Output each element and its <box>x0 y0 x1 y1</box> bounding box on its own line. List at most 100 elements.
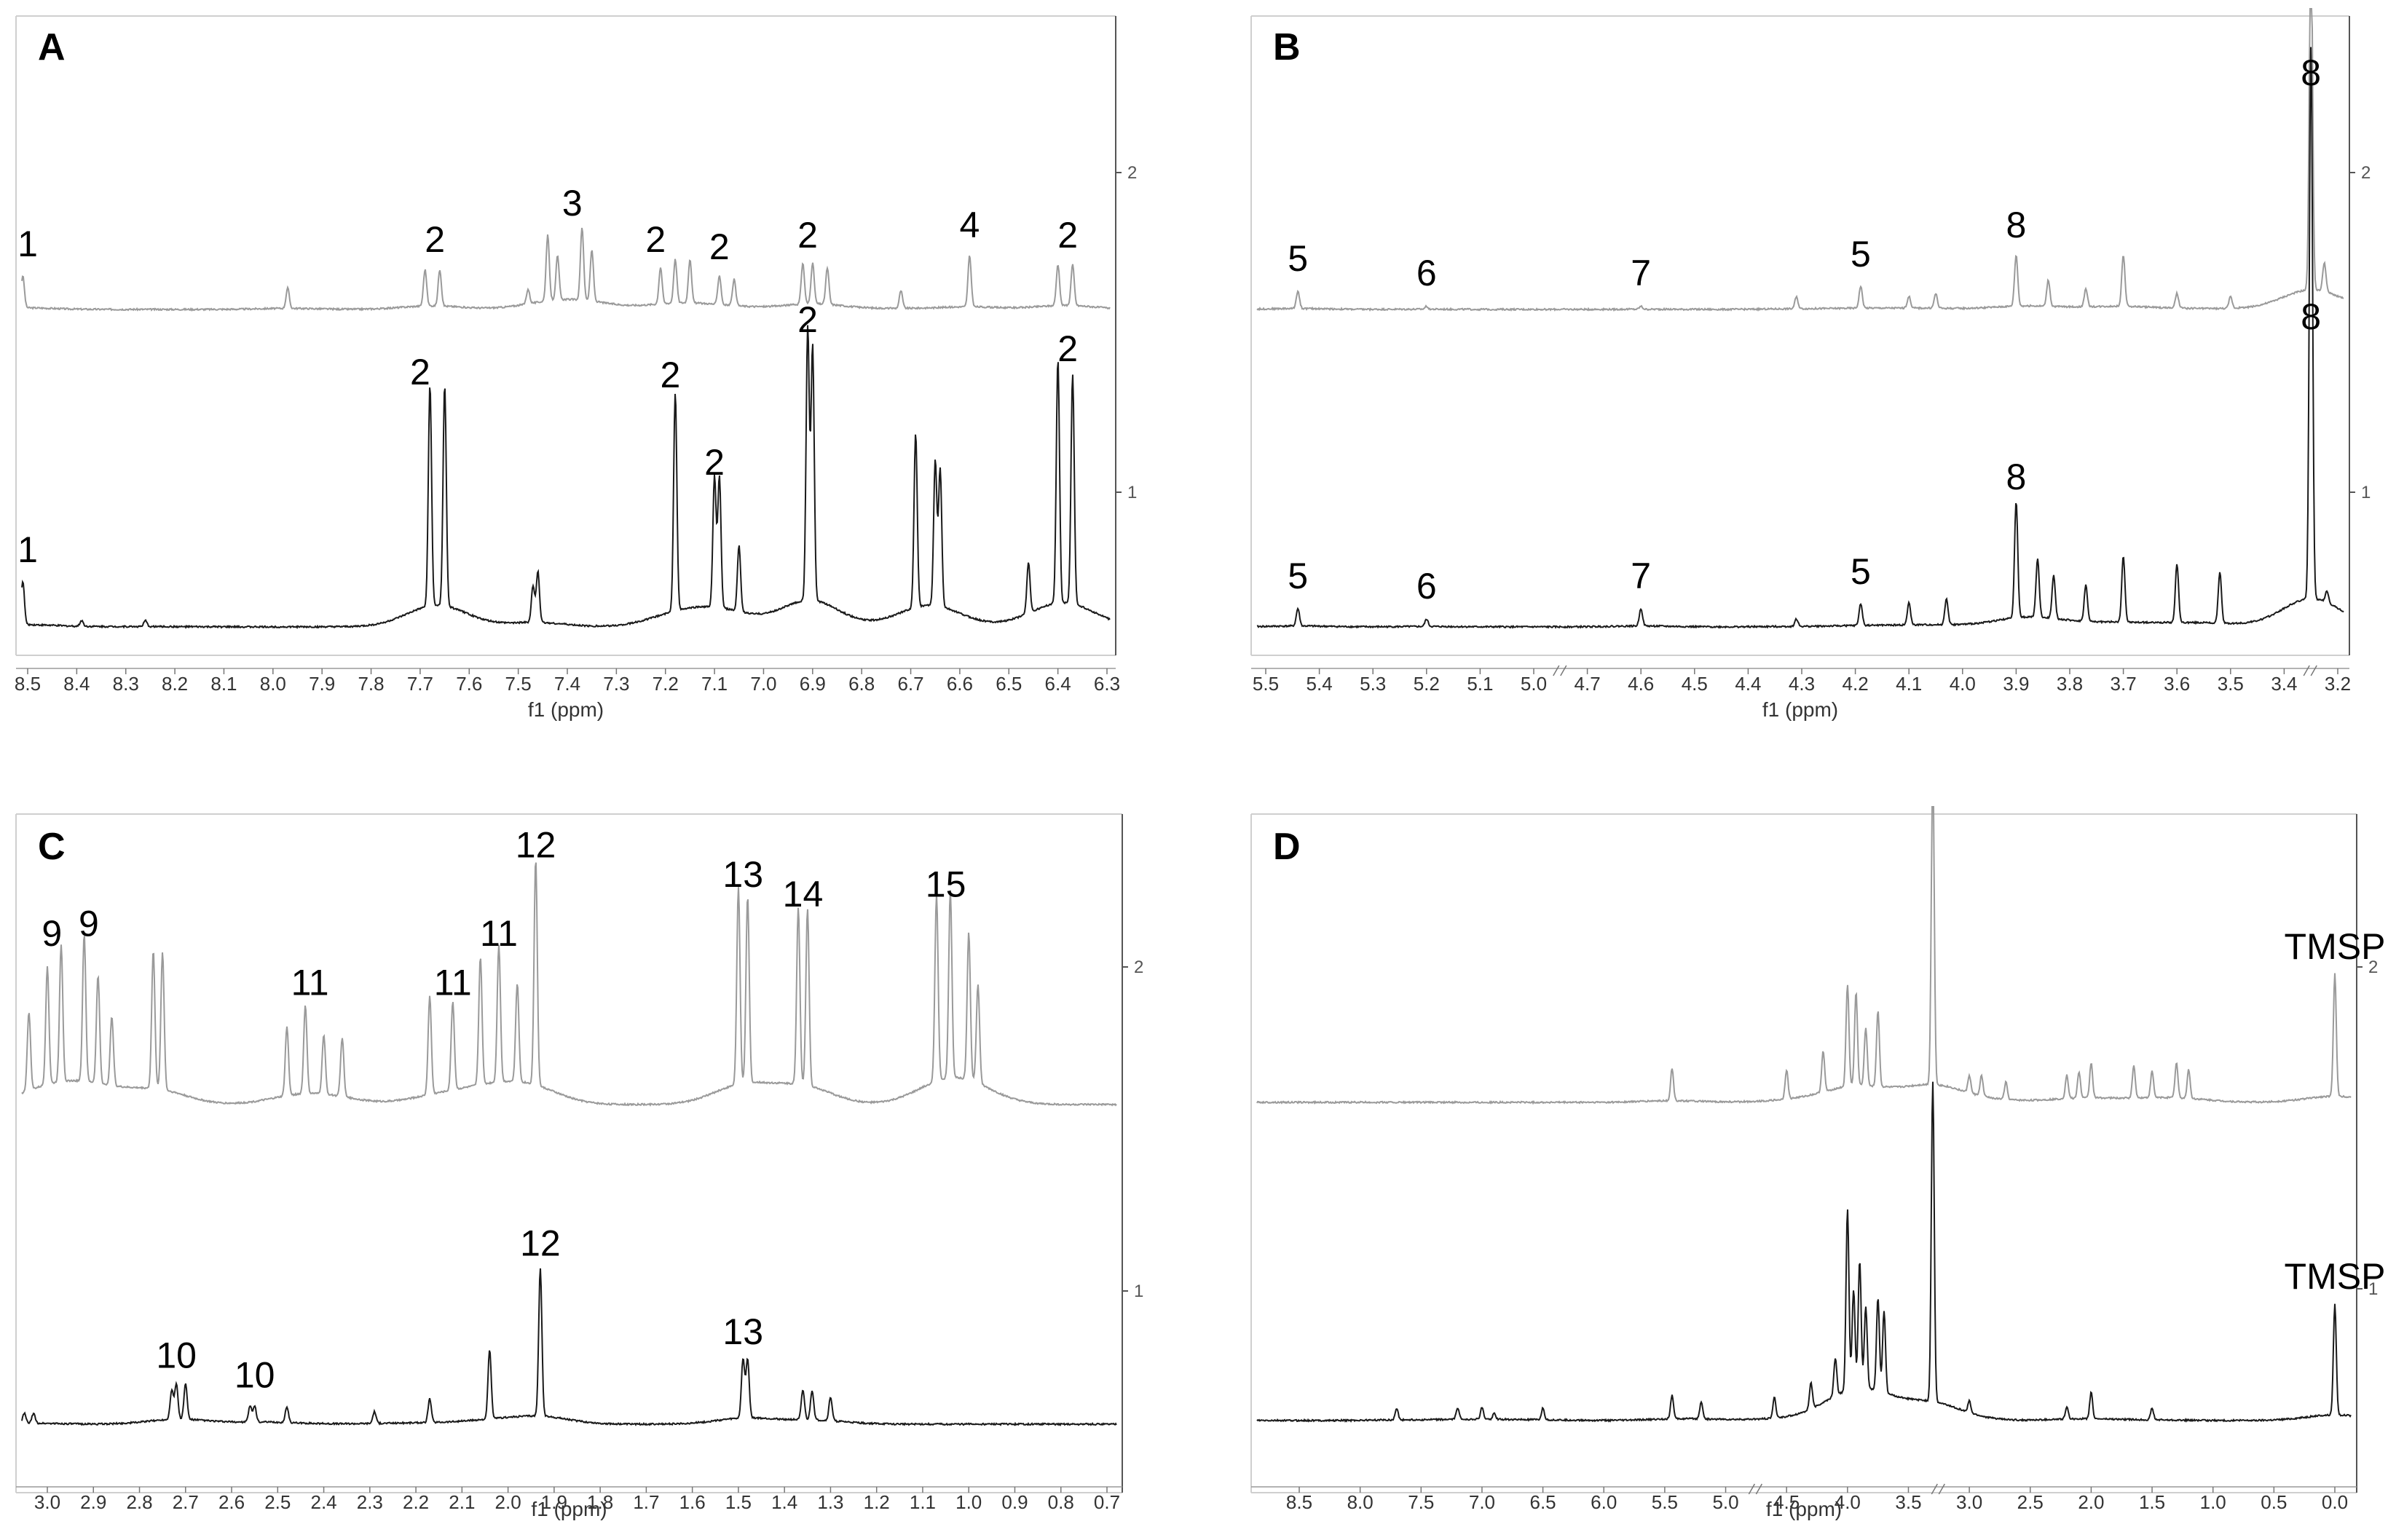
x-tick-label: 5.5 <box>1253 673 1279 695</box>
peak-label: 5 <box>1288 238 1308 279</box>
right-axis-tick-label: 1 <box>1127 483 1137 502</box>
peak-label: 10 <box>156 1335 197 1375</box>
x-tick-label: 4.0 <box>1950 673 1976 695</box>
x-tick-label: 6.5 <box>1530 1491 1556 1513</box>
peak-label: 8 <box>2301 296 2321 337</box>
spectrum-trace-lower <box>21 1268 1117 1427</box>
peak-label: 14 <box>783 874 824 915</box>
x-tick-label: 7.1 <box>701 673 728 695</box>
x-tick-label: 0.5 <box>2261 1491 2287 1513</box>
x-tick-label: 8.0 <box>260 673 286 695</box>
spectrum-trace-lower <box>21 325 1111 629</box>
x-axis-title: f1 (ppm) <box>528 698 604 721</box>
peak-label: 7 <box>1631 556 1651 596</box>
peak-label: 11 <box>291 963 329 1003</box>
x-tick-label: 7.7 <box>407 673 433 695</box>
peak-label: 6 <box>1416 253 1437 293</box>
x-tick-label: 5.2 <box>1414 673 1440 695</box>
x-tick-label: 2.0 <box>2078 1491 2104 1513</box>
x-tick-label: 4.6 <box>1628 673 1654 695</box>
peak-label: 1 <box>17 224 38 264</box>
x-tick-label: 6.3 <box>1094 673 1120 695</box>
x-tick-label: 3.8 <box>2057 673 2083 695</box>
x-tick-label: 8.0 <box>1347 1491 1374 1513</box>
x-tick-label: 7.2 <box>653 673 679 695</box>
peak-label: 5 <box>1851 234 1871 275</box>
x-tick-label: 3.2 <box>2325 673 2351 695</box>
x-tick-label: 8.4 <box>63 673 90 695</box>
x-tick-label: 4.7 <box>1575 673 1601 695</box>
peak-label: 2 <box>1057 215 1078 256</box>
peak-label: TMSP <box>2285 1256 2386 1297</box>
x-tick-label: 3.0 <box>34 1491 60 1513</box>
peak-label: 2 <box>709 226 730 267</box>
x-tick-label: 7.3 <box>603 673 629 695</box>
x-tick-label: 2.4 <box>310 1491 336 1513</box>
peak-label: 2 <box>425 219 445 260</box>
peak-label: 2 <box>797 215 818 256</box>
x-tick-label: 5.4 <box>1307 673 1333 695</box>
x-tick-label: 6.9 <box>800 673 826 695</box>
x-tick-label: 4.5 <box>1682 673 1708 695</box>
x-tick-label: 6.6 <box>947 673 973 695</box>
x-tick-label: 4.5 <box>1773 1491 1800 1513</box>
peak-label: 7 <box>1631 253 1651 293</box>
right-axis-tick-label: 1 <box>2368 1279 2378 1299</box>
x-tick-label: 1.6 <box>679 1491 706 1513</box>
axis-break <box>2303 665 2317 676</box>
x-tick-label: 7.0 <box>1469 1491 1495 1513</box>
axis-break <box>1553 665 1567 676</box>
x-tick-label: 2.3 <box>357 1491 383 1513</box>
x-tick-label: 6.7 <box>897 673 923 695</box>
x-axis-title: f1 (ppm) <box>1766 1498 1842 1520</box>
peak-label: 9 <box>79 904 99 944</box>
peak-label: 5 <box>1288 556 1308 596</box>
peak-label: 4 <box>959 205 980 245</box>
right-axis-tick-label: 2 <box>1134 957 1143 977</box>
x-tick-label: 1.2 <box>864 1491 890 1513</box>
x-tick-label: 2.8 <box>126 1491 152 1513</box>
peak-label: 8 <box>2006 205 2026 245</box>
x-tick-label: 2.2 <box>403 1491 429 1513</box>
x-tick-label: 8.1 <box>210 673 237 695</box>
right-axis-tick-label: 1 <box>2361 483 2371 502</box>
peak-label: 13 <box>722 854 763 895</box>
x-tick-label: 2.7 <box>173 1491 199 1513</box>
x-tick-label: 5.5 <box>1652 1491 1678 1513</box>
x-tick-label: 2.5 <box>2017 1491 2044 1513</box>
x-tick-label: 7.5 <box>505 673 532 695</box>
peak-label: TMSP <box>2285 926 2386 967</box>
spectrum-trace-lower <box>1256 47 2344 629</box>
peak-label: 2 <box>1057 328 1078 369</box>
x-tick-label: 2.0 <box>495 1491 521 1513</box>
x-tick-label: 4.3 <box>1789 673 1815 695</box>
panel-letter: B <box>1273 26 1301 68</box>
peak-label: 9 <box>42 913 62 954</box>
x-tick-label: 2.9 <box>80 1491 106 1513</box>
spectrum-trace-lower <box>1256 1081 2352 1423</box>
peak-label: 3 <box>562 183 583 224</box>
peak-label: 6 <box>1416 566 1437 607</box>
x-tick-label: 1.0 <box>955 1491 982 1513</box>
right-axis-tick-label: 2 <box>2368 957 2378 977</box>
x-tick-label: 6.5 <box>996 673 1022 695</box>
peak-label: 12 <box>516 825 556 866</box>
peak-label: 2 <box>797 299 818 340</box>
x-tick-label: 1.7 <box>633 1491 659 1513</box>
x-tick-label: 3.5 <box>1895 1491 1921 1513</box>
x-tick-label: 4.0 <box>1835 1491 1861 1513</box>
peak-label: 10 <box>235 1354 275 1395</box>
x-tick-label: 5.0 <box>1712 1491 1738 1513</box>
panel-letter: D <box>1273 826 1301 868</box>
x-tick-label: 4.2 <box>1843 673 1869 695</box>
peak-label: 11 <box>434 963 472 1003</box>
peak-label: 5 <box>1851 551 1871 592</box>
x-tick-label: 7.4 <box>554 673 580 695</box>
x-tick-label: 1.4 <box>771 1491 797 1513</box>
x-tick-label: 2.5 <box>264 1491 291 1513</box>
x-tick-label: 1.3 <box>817 1491 843 1513</box>
